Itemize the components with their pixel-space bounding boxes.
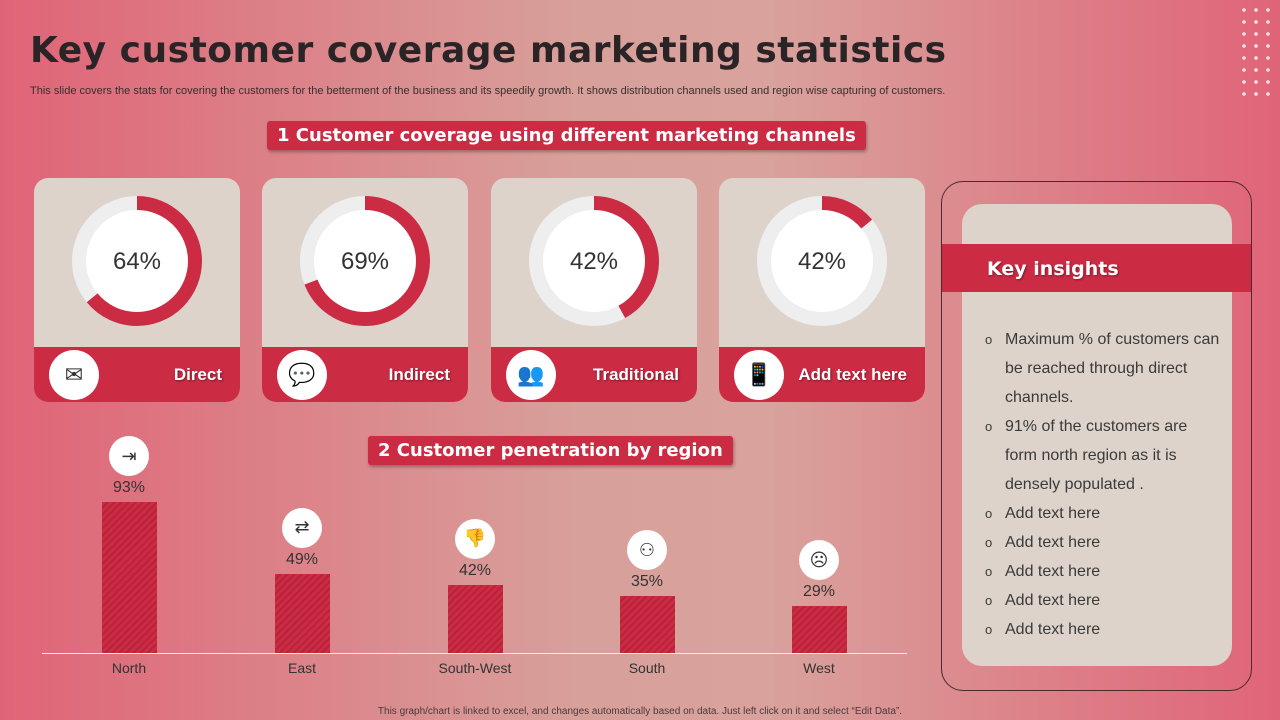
category-label: East [287,660,316,676]
exit-door-icon: ⇥ [109,436,149,477]
bar-value-label: 35% [630,573,664,591]
bar-value-label: 93% [112,479,146,497]
channel-card: 64% ✉ Direct [34,178,240,402]
insight-item: Add text here [985,615,1220,644]
insight-item: Add text here [985,528,1220,557]
channel-label: Direct [173,365,222,384]
donut-chart [757,196,887,326]
meeting-icon: 👥 [506,350,556,400]
category-label: South-West [438,660,512,676]
insight-item: Add text here [985,557,1220,586]
insight-item: Maximum % of customers can be reached th… [985,325,1220,412]
bar-value-label: 49% [285,550,319,568]
donut-arc [529,196,659,326]
channel-footer: ✉ Direct [34,347,240,402]
thumbs-down-icon: 👎 [455,518,495,559]
channel-label: Traditional [593,365,679,384]
bar-east [275,573,330,653]
insight-item: 91% of the customers are form north regi… [985,412,1220,499]
bar-south-west [448,584,503,653]
bar-north [102,502,157,653]
page-subtitle: This slide covers the stats for covering… [30,85,946,97]
page-title: Key customer coverage marketing statisti… [30,30,947,71]
channel-value: 69% [340,248,390,275]
channel-label: Add text here [798,365,907,384]
category-label: West [803,660,835,676]
sad-face-icon: ☹ [799,540,839,581]
insights-header-band [942,244,1251,292]
category-label: North [111,660,147,676]
donut-chart [529,196,659,326]
channel-card: 69% 💬 Indirect [262,178,468,402]
bar-west [792,606,847,653]
chat-bubbles-icon: 💬 [277,350,327,400]
decorative-dots [1238,4,1272,104]
donut-chart [72,196,202,326]
donut-chart [300,196,430,326]
donut-arc [300,196,430,326]
section-heading-region: 2 Customer penetration by region [368,436,733,465]
section-heading-channels: 1 Customer coverage using different mark… [267,121,866,150]
smartphone-icon: 📱 [734,350,784,400]
channel-value: 64% [112,248,162,275]
channel-value: 42% [797,248,847,275]
insights-frame [941,181,1252,691]
envelope-icon: ✉ [49,350,99,400]
channel-card: 42% 👥 Traditional [491,178,697,402]
channel-footer: 💬 Indirect [262,347,468,402]
channel-card: 42% 📱 Add text here [719,178,925,402]
category-label: South [628,660,666,676]
bar-south [620,596,675,653]
insights-title: Key insights [987,258,1119,280]
footer-note: This graph/chart is linked to excel, and… [377,706,903,717]
channel-footer: 👥 Traditional [491,347,697,402]
donut-arc [757,196,887,326]
donut-arc [72,196,202,326]
insight-item: Add text here [985,586,1220,615]
channel-value: 42% [569,248,619,275]
chart-axis [42,653,907,654]
bar-value-label: 42% [458,561,492,579]
exchange-icon: ⇄ [282,507,322,548]
insights-list: Maximum % of customers can be reached th… [985,325,1220,644]
hierarchy-icon: ⚇ [627,530,667,571]
insight-item: Add text here [985,499,1220,528]
bar-value-label: 29% [802,583,836,601]
channel-footer: 📱 Add text here [719,347,925,402]
channel-label: Indirect [388,365,450,384]
